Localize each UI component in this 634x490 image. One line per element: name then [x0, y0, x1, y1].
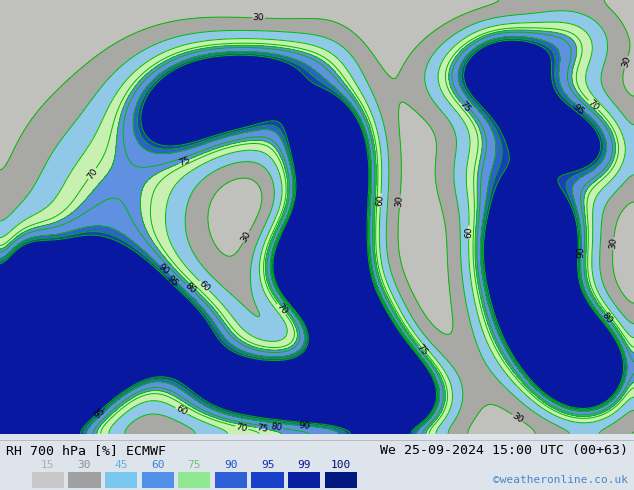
Text: 90: 90 — [224, 460, 238, 470]
Text: 60: 60 — [376, 195, 385, 206]
Text: 45: 45 — [114, 460, 128, 470]
Text: 30: 30 — [620, 55, 632, 69]
Bar — [252, 472, 284, 488]
Text: 80: 80 — [600, 311, 614, 325]
Text: 95: 95 — [571, 103, 586, 117]
Text: 70: 70 — [85, 166, 99, 181]
Text: ©weatheronline.co.uk: ©weatheronline.co.uk — [493, 475, 628, 486]
Bar — [178, 472, 210, 488]
Text: 70: 70 — [586, 98, 600, 112]
Text: 95: 95 — [165, 274, 180, 289]
Text: 30: 30 — [252, 13, 264, 23]
Text: 90: 90 — [157, 262, 171, 277]
Text: 60: 60 — [197, 278, 212, 293]
Text: We 25-09-2024 15:00 UTC (00+63): We 25-09-2024 15:00 UTC (00+63) — [380, 444, 628, 457]
Text: 100: 100 — [331, 460, 351, 470]
Bar — [215, 472, 247, 488]
Text: 75: 75 — [415, 343, 429, 358]
Text: 80: 80 — [183, 281, 198, 295]
Text: 70: 70 — [275, 302, 288, 317]
Text: 30: 30 — [240, 230, 253, 244]
Bar — [141, 472, 174, 488]
Text: 80: 80 — [270, 422, 283, 433]
Text: 60: 60 — [464, 226, 474, 238]
Text: 30: 30 — [510, 411, 525, 425]
Text: 30: 30 — [609, 237, 618, 249]
Text: 30: 30 — [395, 195, 404, 207]
Text: 95: 95 — [93, 406, 107, 420]
Text: 70: 70 — [235, 422, 249, 433]
Text: 75: 75 — [188, 460, 201, 470]
Text: 30: 30 — [78, 460, 91, 470]
Text: 99: 99 — [297, 460, 311, 470]
Text: 60: 60 — [174, 404, 188, 417]
Text: 90: 90 — [299, 421, 311, 431]
Text: 95: 95 — [261, 460, 275, 470]
Text: 60: 60 — [151, 460, 164, 470]
Text: 75: 75 — [458, 100, 472, 115]
Text: 90: 90 — [576, 246, 586, 258]
Bar — [105, 472, 137, 488]
Text: RH 700 hPa [%] ECMWF: RH 700 hPa [%] ECMWF — [6, 444, 166, 457]
Bar — [68, 472, 101, 488]
Text: 15: 15 — [41, 460, 55, 470]
Text: 75: 75 — [256, 423, 269, 434]
Bar — [288, 472, 320, 488]
Bar — [325, 472, 357, 488]
Text: 75: 75 — [177, 155, 191, 168]
Bar — [32, 472, 64, 488]
